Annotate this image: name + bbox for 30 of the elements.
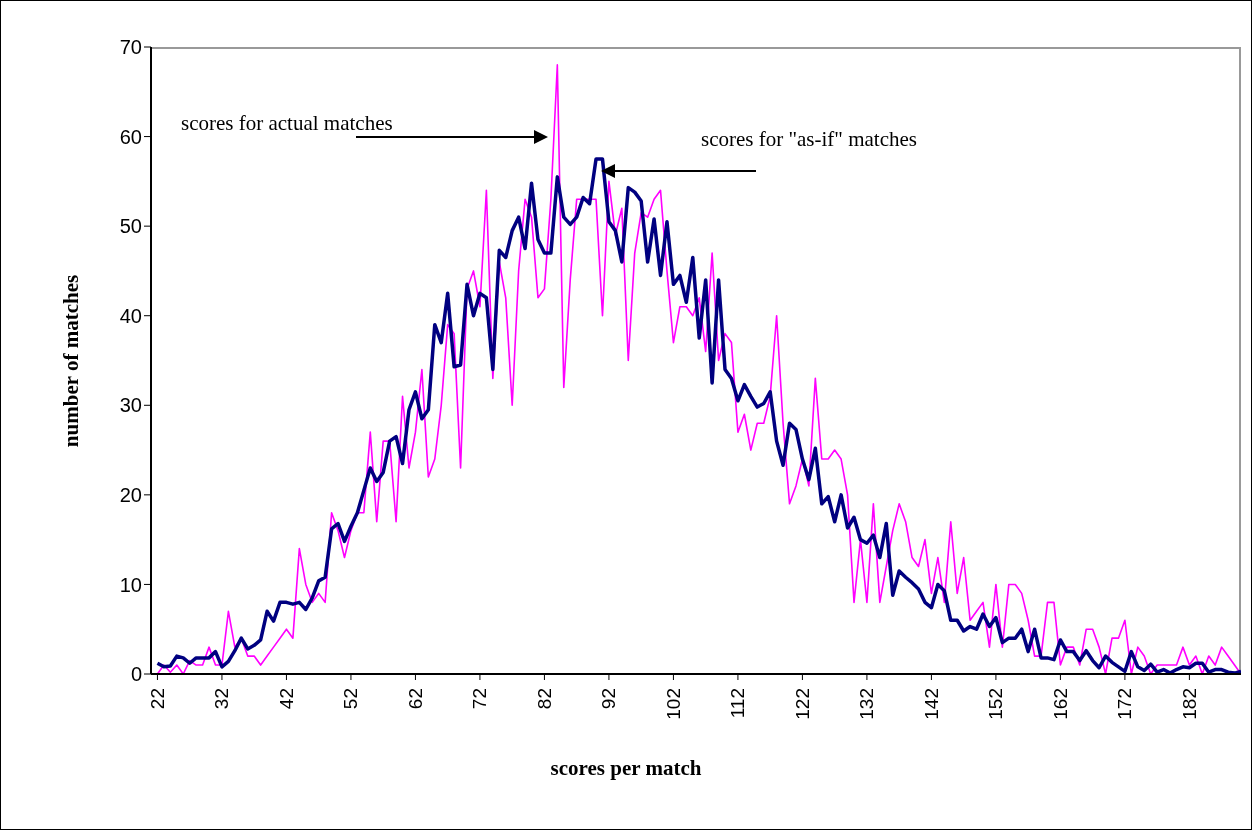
- y-tick-label: 20: [119, 483, 142, 506]
- y-tick-label: 40: [119, 304, 142, 327]
- annotation: scores for "as-if" matches: [701, 127, 917, 151]
- x-tick-label: 82: [533, 688, 555, 710]
- y-tick-label: 10: [119, 573, 142, 596]
- line-series: [155, 157, 1241, 674]
- y-tick-label: 0: [130, 663, 142, 686]
- y-tick-label: 50: [119, 215, 142, 238]
- annotation: scores for actual matches: [181, 111, 393, 135]
- y-tick-label: 30: [119, 394, 142, 417]
- x-tick-label: 122: [791, 688, 813, 720]
- x-tick-label: 102: [662, 688, 684, 720]
- x-tick-label: 112: [727, 688, 749, 719]
- x-tick-label: 42: [275, 688, 297, 710]
- x-tick-label: 32: [211, 688, 233, 710]
- x-tick-label: 182: [1178, 688, 1200, 720]
- x-tick-label: 72: [469, 688, 491, 710]
- x-tick-label: 92: [598, 688, 620, 710]
- x-tick-label: 162: [1049, 688, 1071, 720]
- x-tick-label: 52: [340, 688, 362, 710]
- x-tick-label: 132: [856, 688, 878, 720]
- y-tick-label: 60: [119, 125, 142, 148]
- x-tick-label: 172: [1114, 688, 1136, 720]
- x-axis-title: scores per match: [549, 756, 703, 781]
- y-axis-title: number of matches: [58, 274, 84, 447]
- y-tick-label: 70: [119, 36, 142, 59]
- x-tick-label: 142: [920, 688, 942, 720]
- x-tick-label: 152: [985, 688, 1007, 720]
- x-tick-label: 22: [146, 688, 168, 710]
- x-tick-label: 62: [404, 688, 426, 710]
